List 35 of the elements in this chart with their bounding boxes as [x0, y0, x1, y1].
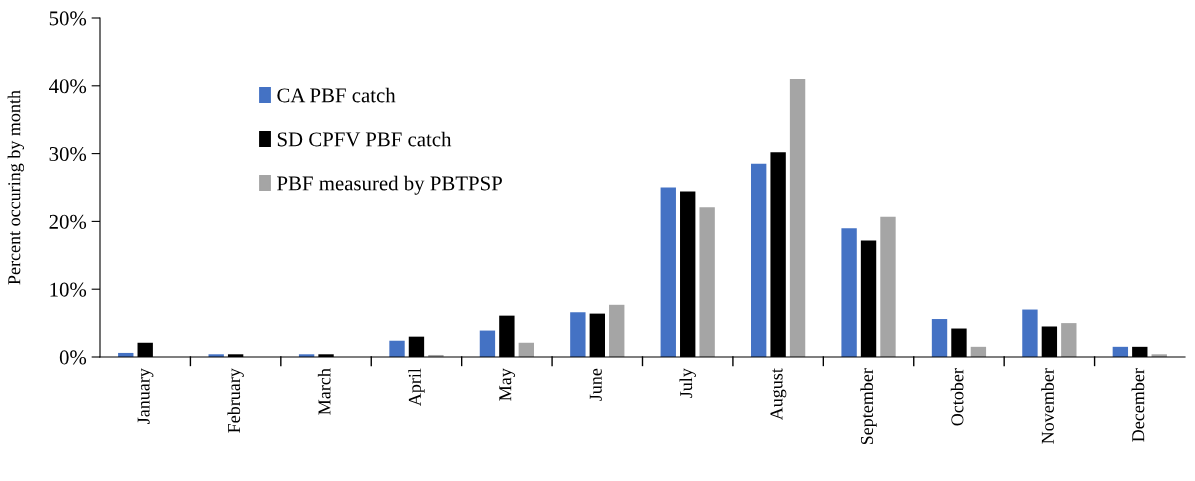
- x-tick-label: July: [679, 368, 696, 398]
- bar: [699, 207, 715, 357]
- bar: [1022, 309, 1038, 357]
- legend-label: SD CPFV PBF catch: [277, 131, 452, 147]
- x-tick-label: February: [227, 368, 244, 433]
- x-tick-label: September: [860, 368, 877, 445]
- x-tick-label: April: [408, 368, 425, 407]
- bar: [789, 79, 806, 357]
- y-tick-label: 20%: [49, 214, 87, 229]
- bar: [931, 319, 948, 357]
- x-tick-label: May: [499, 368, 516, 401]
- y-tick-label: 10%: [50, 282, 87, 297]
- y-tick-label: 40%: [49, 79, 87, 94]
- x-tick-label: August: [770, 368, 787, 421]
- bar: [570, 312, 586, 357]
- y-tick-label: 0%: [59, 350, 87, 365]
- bar: [660, 187, 676, 357]
- legend-label: PBF measured by PBTPSP: [277, 175, 502, 195]
- x-tick-label: March: [317, 368, 331, 415]
- bar: [609, 304, 625, 357]
- bar: [1061, 323, 1077, 357]
- bar: [880, 216, 896, 357]
- x-tick-label: October: [950, 368, 964, 426]
- y-tick-label: 50%: [49, 11, 87, 26]
- bar: [479, 330, 496, 357]
- bar: [751, 163, 767, 357]
- x-tick-label: November: [1041, 368, 1054, 444]
- legend-label: CA PBF catch: [277, 87, 396, 103]
- bar: [389, 340, 405, 357]
- bar: [841, 228, 857, 357]
- x-tick-label: June: [589, 368, 602, 401]
- x-tick-label: December: [1131, 368, 1145, 442]
- y-tick-label: 30%: [49, 146, 87, 162]
- x-tick-label: January: [137, 368, 154, 424]
- y-axis-title: Percent occuring by month: [7, 90, 25, 285]
